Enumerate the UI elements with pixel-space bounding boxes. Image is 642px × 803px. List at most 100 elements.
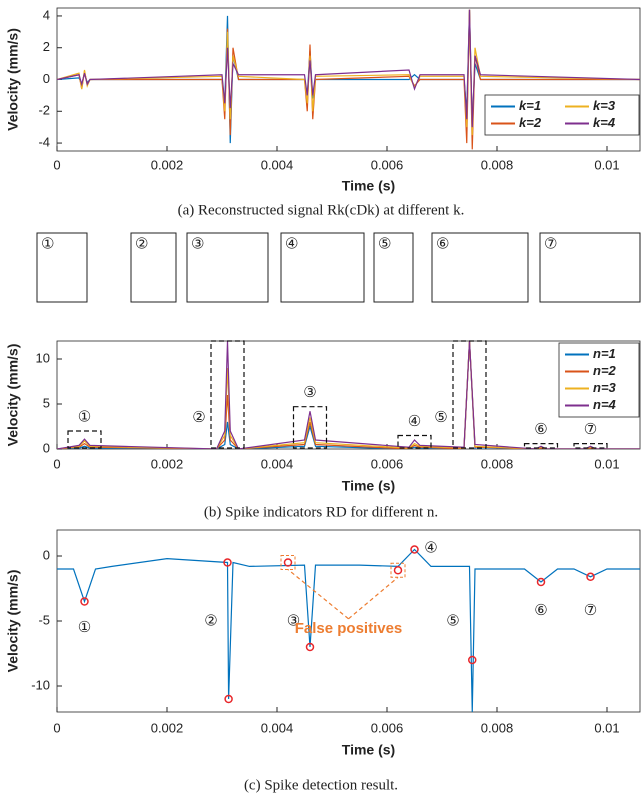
x-tick-label: 0.01 <box>594 720 619 735</box>
y-tick-label: -5 <box>38 612 50 627</box>
y-tick-label: 0 <box>43 547 50 562</box>
highlight-box <box>523 443 559 449</box>
detected-point <box>393 566 403 575</box>
highlight-box <box>210 340 245 449</box>
spike-label: ③ <box>287 612 300 630</box>
x-tick-label: 0.004 <box>261 456 294 471</box>
inset-label: ① <box>41 235 54 253</box>
detected-point <box>80 597 89 606</box>
x-tick-label: 0.008 <box>481 157 514 172</box>
legend-label: n=4 <box>593 397 617 412</box>
spike-label: ④ <box>408 412 421 430</box>
callout-line <box>348 576 399 620</box>
inset-label: ⑦ <box>544 235 557 253</box>
y-axis-label: Velocity (mm/s) <box>5 570 21 673</box>
detected-point <box>536 577 546 587</box>
spike-label: ⑥ <box>534 601 547 619</box>
inset-label: ④ <box>285 235 298 253</box>
detected-point <box>224 694 233 704</box>
caption: (a) Reconstructed signal Rk(cDk) at diff… <box>178 202 465 218</box>
y-axis-label: Velocity (mm/s) <box>5 344 21 447</box>
detected-point <box>305 642 315 652</box>
plot-area <box>57 9 640 150</box>
inset-box <box>280 232 365 303</box>
y-axis-label: Velocity (mm/s) <box>5 28 21 131</box>
caption: (b) Spike indicators RD for different n. <box>204 504 438 520</box>
y-tick-label: 5 <box>43 395 50 410</box>
detected-point <box>223 558 232 567</box>
y-tick-label: 4 <box>43 7 50 22</box>
spike-label: ② <box>192 408 205 426</box>
x-tick-label: 0.01 <box>594 157 619 172</box>
y-tick-label: -2 <box>38 103 50 118</box>
x-axis-label: Time (s) <box>342 478 395 494</box>
y-tick-label: 0 <box>43 440 50 455</box>
spike-label: ⑤ <box>434 408 447 426</box>
x-tick-label: 0.006 <box>371 456 404 471</box>
x-axis-label: Time (s) <box>342 742 395 758</box>
inset-label: ⑤ <box>378 235 391 253</box>
detected-point <box>586 572 595 582</box>
spike-label: ⑥ <box>534 420 547 438</box>
x-axis-label: Time (s) <box>342 178 395 194</box>
x-tick-label: 0 <box>53 157 60 172</box>
y-tick-label: 0 <box>43 71 50 86</box>
inset-box <box>373 232 414 303</box>
series-line <box>57 548 640 712</box>
x-tick-label: 0 <box>53 456 60 471</box>
y-tick-label: 2 <box>43 39 50 54</box>
inset-box <box>36 232 88 303</box>
x-tick-label: 0.01 <box>594 456 619 471</box>
spike-label: ⑦ <box>584 420 597 438</box>
legend-label: k=3 <box>593 98 616 113</box>
x-tick-label: 0.006 <box>371 157 404 172</box>
legend-label: k=2 <box>519 115 542 130</box>
inset-box <box>186 232 269 303</box>
spike-label: ③ <box>303 383 316 401</box>
series-line <box>57 341 640 449</box>
inset-label: ② <box>135 235 148 253</box>
legend-box <box>484 94 640 136</box>
legend-label: n=2 <box>593 363 617 378</box>
plot-area <box>57 545 640 712</box>
x-tick-label: 0.004 <box>261 720 294 735</box>
x-tick-label: 0.006 <box>371 720 404 735</box>
x-tick-label: 0.008 <box>481 720 514 735</box>
series-line <box>57 9 640 128</box>
spike-label: ④ <box>424 539 437 557</box>
y-tick-label: -10 <box>31 677 50 692</box>
x-tick-label: 0.008 <box>481 456 514 471</box>
y-tick-label: 10 <box>36 350 50 365</box>
caption: (c) Spike detection result. <box>244 777 398 793</box>
inset-label: ⑥ <box>436 235 449 253</box>
inset-label: ③ <box>191 235 204 253</box>
callout-line <box>287 569 349 620</box>
highlight-box <box>67 430 102 449</box>
x-tick-label: 0.002 <box>151 157 184 172</box>
plot-frame <box>56 340 641 450</box>
y-tick-label: -4 <box>38 134 50 149</box>
spike-label: ② <box>204 612 217 630</box>
spike-label: ⑤ <box>446 612 459 630</box>
legend-label: k=1 <box>519 98 541 113</box>
detected-point <box>283 558 293 567</box>
highlight-box <box>292 406 328 449</box>
callout-text: False positives <box>295 620 403 637</box>
detected-point <box>410 545 419 554</box>
inset-box <box>130 232 177 303</box>
highlight-box <box>397 434 432 449</box>
spike-label: ⑦ <box>584 601 597 619</box>
spike-label: ① <box>78 618 91 636</box>
inset-box <box>431 232 529 303</box>
detected-point <box>468 655 477 665</box>
spike-label: ① <box>78 408 91 426</box>
legend-label: n=3 <box>593 380 617 395</box>
highlight-box <box>573 443 608 449</box>
inset-box <box>539 232 641 303</box>
x-tick-label: 0.002 <box>151 456 184 471</box>
x-tick-label: 0.002 <box>151 720 184 735</box>
x-tick-label: 0 <box>53 720 60 735</box>
legend-label: k=4 <box>593 115 616 130</box>
x-tick-label: 0.004 <box>261 157 294 172</box>
